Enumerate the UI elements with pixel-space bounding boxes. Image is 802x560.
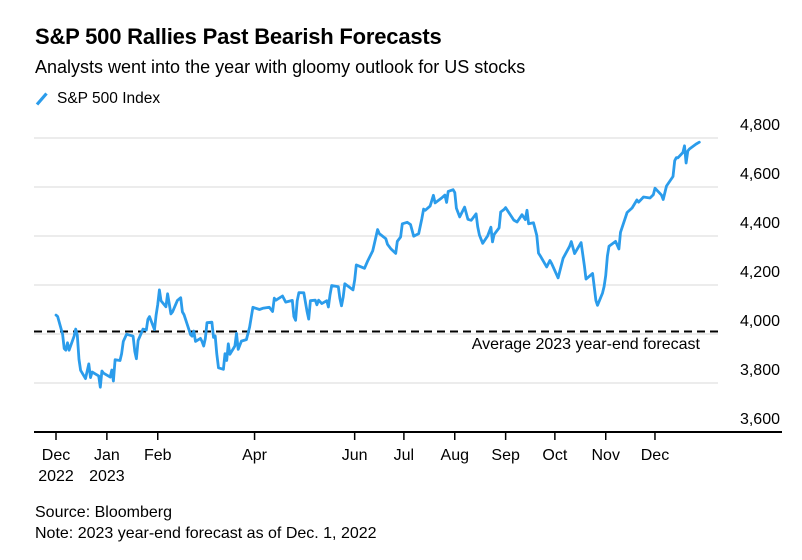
x-axis-label: Aug <box>441 447 469 464</box>
y-axis-label: 3,600 <box>740 411 780 428</box>
source-line: Source: Bloomberg <box>35 504 172 521</box>
x-axis-label: Dec <box>641 447 669 464</box>
sp500-line-chart: 3,600 3,800 4,000 4,200 4,400 4,600 4,800 Dec 20… <box>34 117 782 485</box>
x-axis-label: Jul <box>394 447 414 464</box>
chart-footer: Source: Bloomberg Note: 2023 year-end fo… <box>35 502 377 544</box>
x-axis-label: Nov <box>592 447 620 464</box>
x-axis-label: Apr <box>242 447 268 464</box>
x-axis-label: Oct <box>542 447 567 464</box>
x-axis-sublabel: 2023 <box>89 468 125 485</box>
chart-subtitle: Analysts went into the year with gloomy … <box>35 57 526 77</box>
note-line: Note: 2023 year-end forecast as of Dec. … <box>35 525 377 542</box>
forecast-annotation: Average 2023 year-end forecast <box>471 336 700 353</box>
y-axis-label: 4,800 <box>740 117 780 134</box>
legend: S&P 500 Index <box>34 90 160 108</box>
y-axis-label: 3,800 <box>740 362 780 379</box>
chart-title: S&P 500 Rallies Past Bearish Forecasts <box>35 24 442 49</box>
x-axis-label: Jun <box>342 447 368 464</box>
x-axis-label: Sep <box>491 447 520 464</box>
x-axis-label: Dec <box>42 447 70 464</box>
y-axis-label: 4,400 <box>740 215 780 232</box>
x-axis-sublabel: 2022 <box>38 468 74 485</box>
x-axis-label: Jan <box>94 447 120 464</box>
legend-label: S&P 500 Index <box>57 90 161 107</box>
y-axis-label: 4,200 <box>740 264 780 281</box>
line-series-marker-icon <box>34 91 50 107</box>
sp500-series-line <box>54 140 701 389</box>
y-axis-label: 4,000 <box>740 313 780 330</box>
x-axis-label: Feb <box>144 447 172 464</box>
y-axis-label: 4,600 <box>740 166 780 183</box>
